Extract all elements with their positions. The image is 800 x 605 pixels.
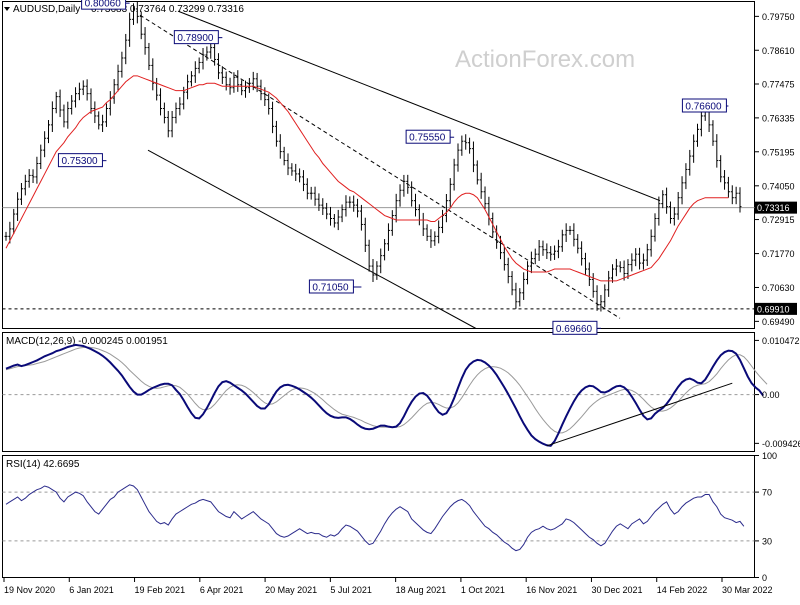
support-level-tag-bg xyxy=(755,302,797,315)
watermark: ActionForex.com xyxy=(455,46,635,73)
price-axis-label: 0.79750 xyxy=(762,12,795,22)
rsi-title: RSI(14) 42.6695 xyxy=(6,459,80,470)
support-level-tag: 0.69910 xyxy=(757,304,790,314)
price-axis-label: 0.71770 xyxy=(762,249,795,259)
time-axis-label: 5 Jul 2021 xyxy=(330,585,372,595)
price-axis-label: 0.69490 xyxy=(762,317,795,327)
grid-layer xyxy=(2,207,755,542)
price-axis-label: 0.74050 xyxy=(762,181,795,191)
callout-box xyxy=(57,153,103,168)
callout-box xyxy=(173,30,219,45)
moving-average-line xyxy=(5,75,729,282)
rsi-pane-frame xyxy=(2,455,755,578)
current-price-tag: 0.73316 xyxy=(757,203,790,213)
price-axis-label: 0.75195 xyxy=(762,147,795,157)
time-axis-label: 6 Apr 2021 xyxy=(200,585,244,595)
macd-axis-label: 0.00 xyxy=(762,390,780,400)
symbol-label: AUDUSD,Daily xyxy=(13,4,80,15)
channel-trendline xyxy=(177,10,661,202)
callout-layer: 0.80060 0.78900 0.75300 0.71050 0.75550 0.696… xyxy=(57,0,729,335)
price-axis-label: 0.72915 xyxy=(762,215,795,225)
callout-label: 0.76600 xyxy=(685,102,722,113)
current-price-tag-bg xyxy=(755,201,797,214)
rsi-line xyxy=(5,484,745,552)
callout-label: 0.75550 xyxy=(409,133,446,144)
rsi-layer xyxy=(5,484,745,552)
trendline-layer xyxy=(139,10,661,329)
macd-title: MACD(12,26,9) -0.000245 0.001951 xyxy=(6,336,168,347)
time-axis-label: 30 Dec 2021 xyxy=(591,585,642,595)
callout-label: 0.71050 xyxy=(312,282,349,293)
rsi-axis-label: 70 xyxy=(762,488,772,498)
time-axis-label: 16 Nov 2021 xyxy=(526,585,577,595)
price-axis-label: 0.76335 xyxy=(762,113,795,123)
chart-header: AUDUSD,Daily 0.73683 0.73764 0.73299 0.7… xyxy=(4,4,244,15)
callout-label: 0.78900 xyxy=(177,33,214,44)
macd-pane-frame xyxy=(2,332,755,452)
price-axis-label: 0.78610 xyxy=(762,46,795,56)
macd-layer xyxy=(5,343,768,447)
callout-box xyxy=(552,320,598,335)
callout-box xyxy=(81,0,127,10)
time-axis-label: 19 Nov 2020 xyxy=(4,585,55,595)
callout-label: 0.75300 xyxy=(61,156,98,167)
collapse-triangle-icon[interactable] xyxy=(4,7,10,11)
time-axis-label: 1 Oct 2021 xyxy=(461,585,505,595)
callout-box xyxy=(405,129,451,144)
callout-label: 0.80060 xyxy=(85,0,122,10)
channel-trendline xyxy=(147,149,477,329)
callout-box xyxy=(308,279,354,294)
macd-axis-label: -0.009426 xyxy=(762,439,800,449)
macd-trendline xyxy=(546,382,733,447)
dashed-trendline xyxy=(139,14,621,319)
time-axis-label: 20 May 2021 xyxy=(265,585,317,595)
callout-label: 0.69660 xyxy=(556,324,593,335)
axis-layer: 0.79750 0.78610 0.77475 0.76335 0.75195 0.740… xyxy=(3,12,800,595)
time-axis-label: 19 Feb 2021 xyxy=(135,585,186,595)
time-axis-label: 18 Aug 2021 xyxy=(396,585,447,595)
macd-line xyxy=(5,343,764,447)
ohlc-readout: 0.73683 0.73764 0.73299 0.73316 xyxy=(91,4,244,15)
price-axis-label: 0.77475 xyxy=(762,79,795,89)
price-pane-frame xyxy=(2,1,755,329)
rsi-axis-label: 30 xyxy=(762,536,772,546)
price-layer xyxy=(4,1,742,312)
rsi-axis-label: 100 xyxy=(762,451,777,461)
time-axis-label: 6 Jan 2021 xyxy=(69,585,114,595)
price-axis-label: 0.70630 xyxy=(762,283,795,293)
macd-axis-label: 0.010472 xyxy=(762,336,800,346)
time-axis-label: 14 Feb 2022 xyxy=(657,585,708,595)
callout-box xyxy=(681,98,727,113)
time-axis-label: 30 Mar 2022 xyxy=(722,585,773,595)
rsi-axis-label: 0 xyxy=(762,573,767,583)
